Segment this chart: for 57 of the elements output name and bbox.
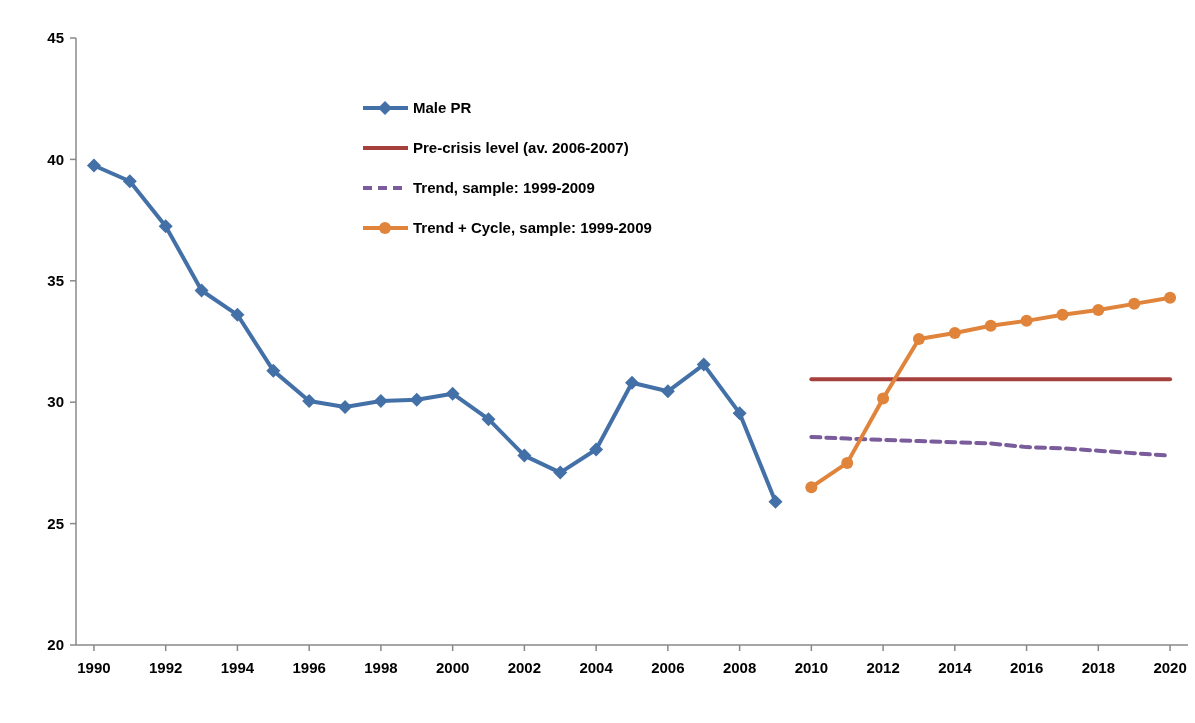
x-tick-label: 2000 bbox=[435, 659, 470, 676]
point bbox=[805, 481, 818, 494]
point bbox=[1128, 297, 1141, 310]
x-tick-label: 2002 bbox=[507, 659, 542, 676]
point bbox=[841, 456, 854, 469]
point bbox=[984, 319, 997, 332]
point bbox=[158, 219, 173, 234]
x-tick-label: 1990 bbox=[77, 659, 111, 676]
point bbox=[1056, 308, 1069, 321]
legend-label: Trend + Cycle, sample: 1999-2009 bbox=[413, 219, 652, 237]
point bbox=[732, 406, 747, 421]
x-tick-label: 1992 bbox=[148, 659, 183, 676]
point bbox=[445, 386, 460, 401]
point bbox=[122, 174, 137, 189]
x-tick-label: 1994 bbox=[220, 659, 255, 676]
x-tick-label: 2020 bbox=[1153, 659, 1187, 676]
y-tick-label: 40 bbox=[47, 150, 64, 168]
point bbox=[660, 384, 675, 399]
point bbox=[877, 392, 890, 405]
x-tick-label: 1996 bbox=[292, 659, 326, 676]
point bbox=[86, 158, 101, 173]
x-tick-label: 2004 bbox=[579, 659, 614, 676]
x-tick-label: 2012 bbox=[866, 659, 900, 676]
x-tick-label: 2010 bbox=[794, 659, 829, 676]
point bbox=[625, 375, 639, 390]
x-tick-label: 2006 bbox=[651, 659, 685, 676]
point bbox=[1020, 314, 1033, 327]
x-tick-label: 2014 bbox=[938, 659, 973, 676]
point bbox=[338, 400, 353, 415]
point bbox=[194, 283, 209, 298]
point bbox=[517, 448, 532, 463]
y-tick-label: 20 bbox=[47, 636, 64, 654]
point bbox=[696, 357, 711, 372]
y-tick-label: 45 bbox=[47, 29, 64, 47]
legend-label: Male PR bbox=[413, 99, 472, 117]
point bbox=[912, 333, 925, 346]
x-tick-label: 1998 bbox=[364, 659, 398, 676]
legend-label: Trend, sample: 1999-2009 bbox=[413, 179, 595, 197]
point bbox=[230, 307, 245, 322]
point bbox=[373, 393, 388, 408]
point bbox=[302, 393, 317, 408]
point bbox=[948, 327, 961, 339]
point bbox=[1164, 291, 1177, 304]
point bbox=[481, 412, 496, 427]
x-tick-label: 2016 bbox=[1009, 659, 1044, 676]
y-tick-label: 25 bbox=[47, 514, 64, 532]
point bbox=[768, 494, 783, 509]
point bbox=[1092, 303, 1105, 316]
x-tick-label: 2018 bbox=[1081, 659, 1116, 676]
point bbox=[266, 363, 281, 378]
y-tick-label: 30 bbox=[47, 393, 64, 411]
point bbox=[553, 465, 568, 480]
y-tick-label: 35 bbox=[47, 272, 64, 290]
point bbox=[409, 392, 424, 407]
legend-label: Pre-crisis level (av. 2006-2007) bbox=[413, 139, 629, 157]
point bbox=[589, 442, 604, 457]
x-tick-label: 2008 bbox=[722, 659, 757, 676]
